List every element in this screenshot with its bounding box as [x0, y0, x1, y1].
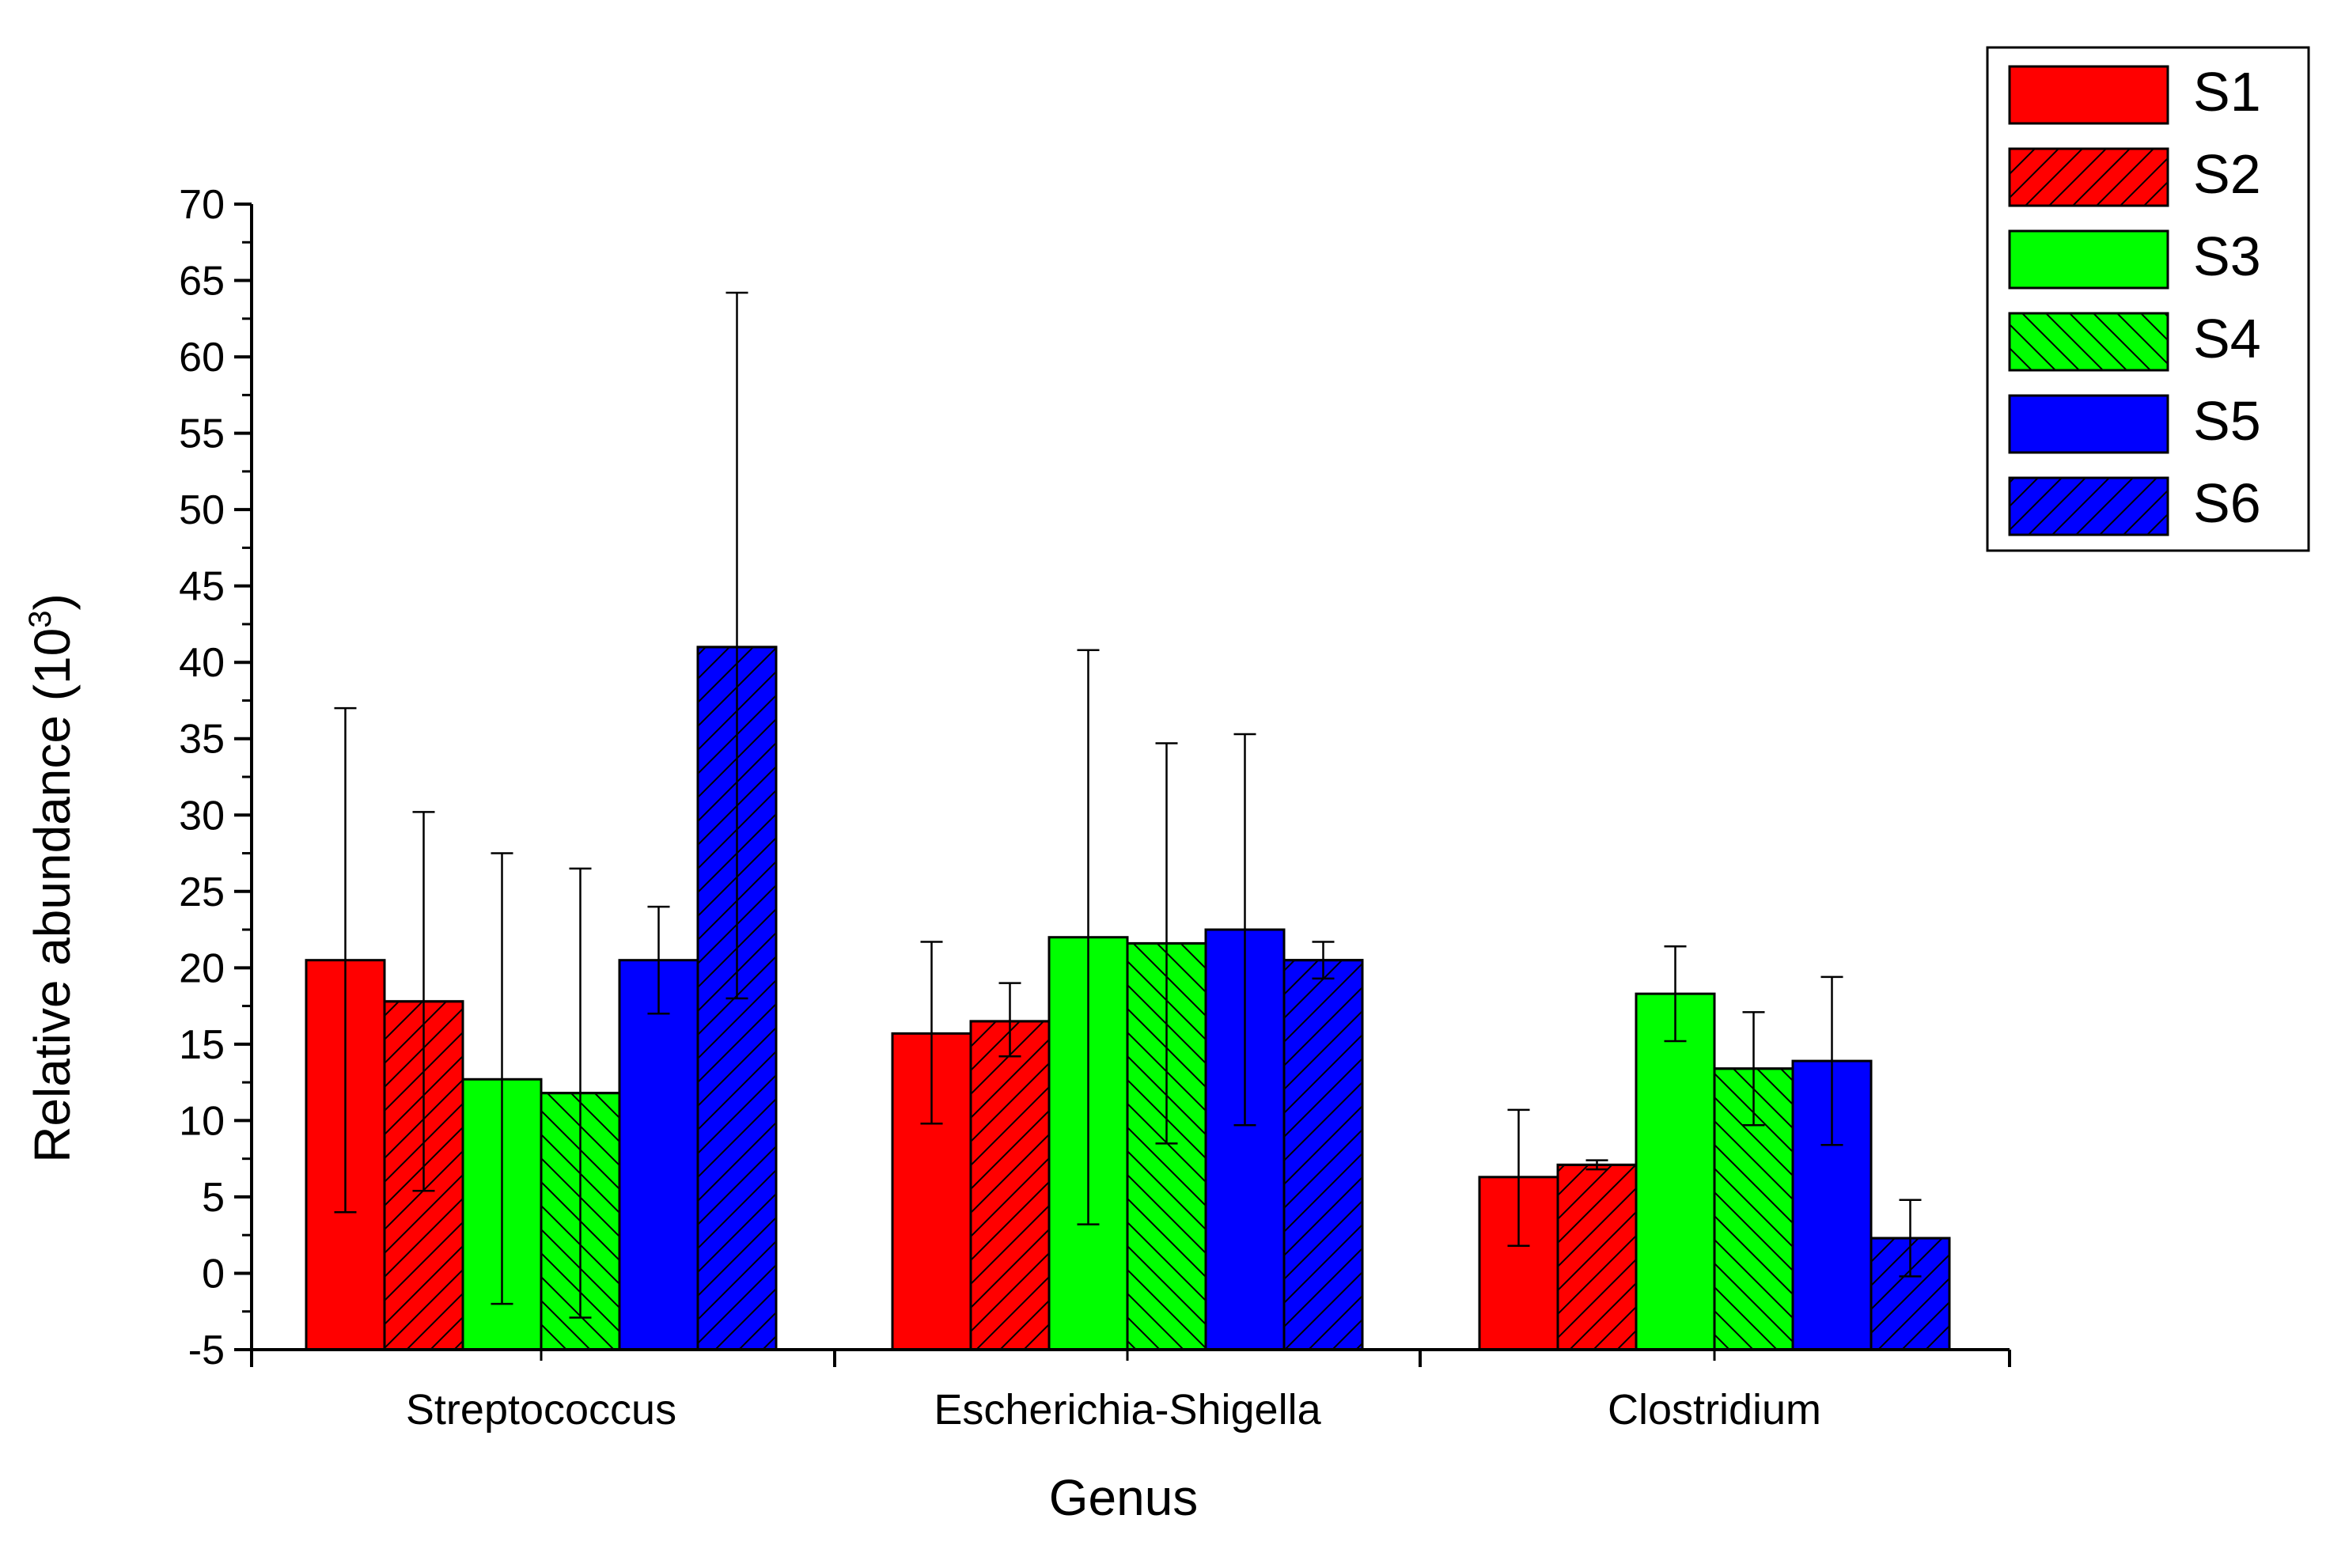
y-tick-label: 5 [202, 1175, 225, 1221]
legend: S1 S2 S3 S4 S5 S6 [1986, 46, 2310, 552]
bar-hatch-s6-escherichia-shigella [1282, 959, 1364, 1351]
x-tick-label-clostridium: Clostridium [1608, 1386, 1821, 1434]
y-tick-label: 25 [179, 869, 225, 915]
y-tick-label: 45 [179, 564, 225, 610]
y-axis-title-main: Relative abundance (10 [24, 628, 81, 1163]
y-tick-label: 20 [179, 945, 225, 991]
y-tick-label: 30 [179, 793, 225, 839]
y-tick-label: 15 [179, 1022, 225, 1068]
x-axis-title: Genus [1049, 1469, 1199, 1526]
bar-hatch-s2-clostridium [1556, 1163, 1638, 1351]
legend-swatch-hatch-s6 [2008, 476, 2169, 536]
x-tick-label-streptococcus: Streptococcus [406, 1386, 676, 1434]
y-tick-label: 0 [202, 1251, 225, 1297]
bar-s5-streptococcus [618, 959, 699, 1351]
legend-label-s4: S4 [2193, 308, 2261, 369]
legend-label-s5: S5 [2193, 390, 2261, 452]
y-tick-label: 65 [179, 259, 225, 305]
y-tick-label: -5 [188, 1327, 225, 1373]
y-axis-title-close: ) [24, 593, 81, 610]
legend-swatch-s5 [2008, 394, 2169, 454]
y-axis-title: Relative abundance (103) [23, 593, 81, 1163]
y-tick-label: 10 [179, 1098, 225, 1144]
legend-frame [1986, 46, 2310, 552]
y-tick-label: 55 [179, 411, 225, 457]
y-tick-label: 35 [179, 717, 225, 763]
error-bars-layer [334, 291, 1922, 1319]
bar-s3-clostridium [1635, 992, 1716, 1351]
legend-swatch-hatch-s2 [2008, 147, 2169, 207]
axes-layer: -5 0 5 10 15 20 25 30 35 40 45 50 55 60 65 70 Streptococ… [179, 182, 2011, 1434]
y-axis-title-exponent: 3 [23, 611, 58, 628]
bar-hatch-s2-escherichia-shigella [969, 1020, 1051, 1351]
legend-swatch-hatch-s4 [2008, 312, 2169, 372]
legend-swatch-s3 [2008, 229, 2169, 290]
legend-label-s1: S1 [2193, 61, 2261, 123]
legend-swatch-s1 [2008, 65, 2169, 125]
legend-label-s6: S6 [2193, 472, 2261, 534]
legend-label-s3: S3 [2193, 225, 2261, 287]
y-tick-label: 40 [179, 640, 225, 686]
y-tick-label: 50 [179, 487, 225, 533]
x-tick-label-escherichia-shigella: Escherichia-Shigella [934, 1386, 1321, 1434]
bars-layer [305, 646, 1951, 1351]
y-tick-label: 70 [179, 182, 225, 228]
y-tick-label: 60 [179, 335, 225, 381]
legend-label-s2: S2 [2193, 143, 2261, 205]
